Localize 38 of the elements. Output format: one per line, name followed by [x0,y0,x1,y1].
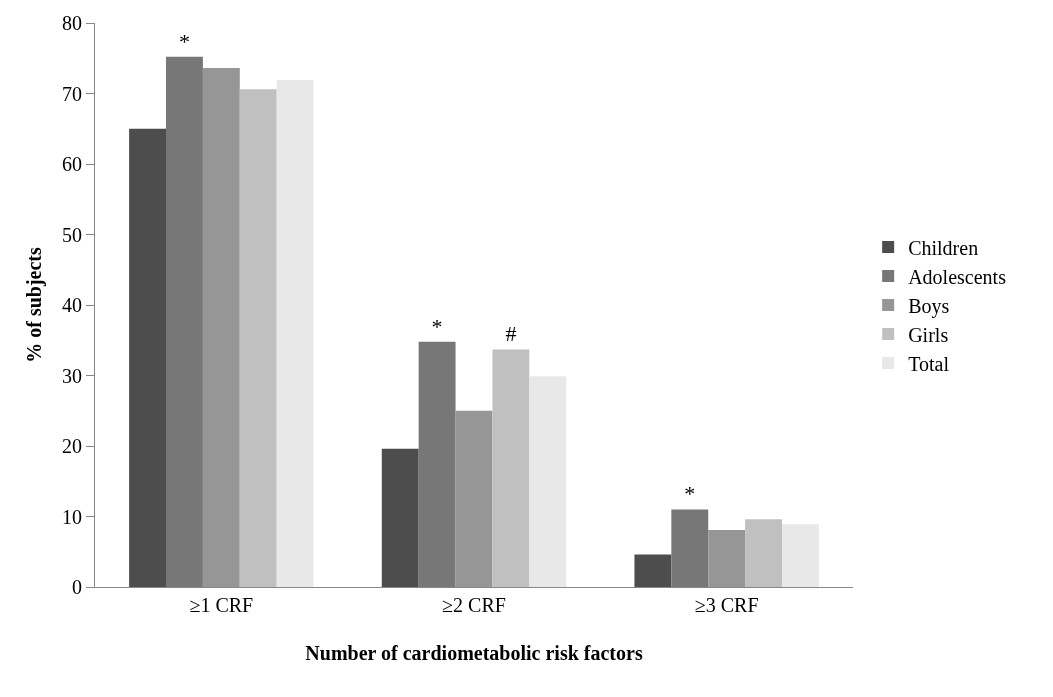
y-tick-label: 80 [62,12,82,34]
y-tick-label: 70 [62,82,82,105]
y-tick-label: 20 [62,435,82,457]
bar [129,128,166,587]
bar [782,524,819,587]
bar [671,509,709,587]
x-tick-label: ≥1 CRF [189,594,254,616]
bar [276,80,314,587]
y-tick-label: 30 [62,364,82,387]
bar [166,56,203,587]
bar [418,341,456,587]
bar [455,410,493,587]
legend-label: Boys [908,294,950,318]
legend-label: Total [908,352,950,375]
bar [708,529,746,587]
x-axis-title: Number of cardiometabolic risk factors [305,641,643,664]
data-label: * [178,28,190,54]
y-tick-label: 50 [62,223,82,246]
y-tick-label: 40 [62,294,82,316]
bar [381,448,419,587]
y-axis-title: % of subjects [22,247,46,363]
data-label: * [431,313,443,339]
bar [202,68,240,587]
legend-label: Children [908,236,979,259]
bar [745,519,782,587]
legend-label: Girls [908,323,949,346]
legend-label: Adolescents [908,265,1007,288]
data-label: * [684,481,696,507]
bar [239,89,277,587]
x-tick-label: ≥3 CRF [694,594,759,616]
x-tick-label: ≥2 CRF [442,594,506,616]
bar [634,554,672,587]
bar [492,349,530,587]
y-tick-label: 60 [62,153,82,175]
y-tick-label: 10 [62,505,82,528]
bar [529,376,567,587]
y-tick-label: 0 [72,576,82,598]
data-label: # [505,321,517,347]
